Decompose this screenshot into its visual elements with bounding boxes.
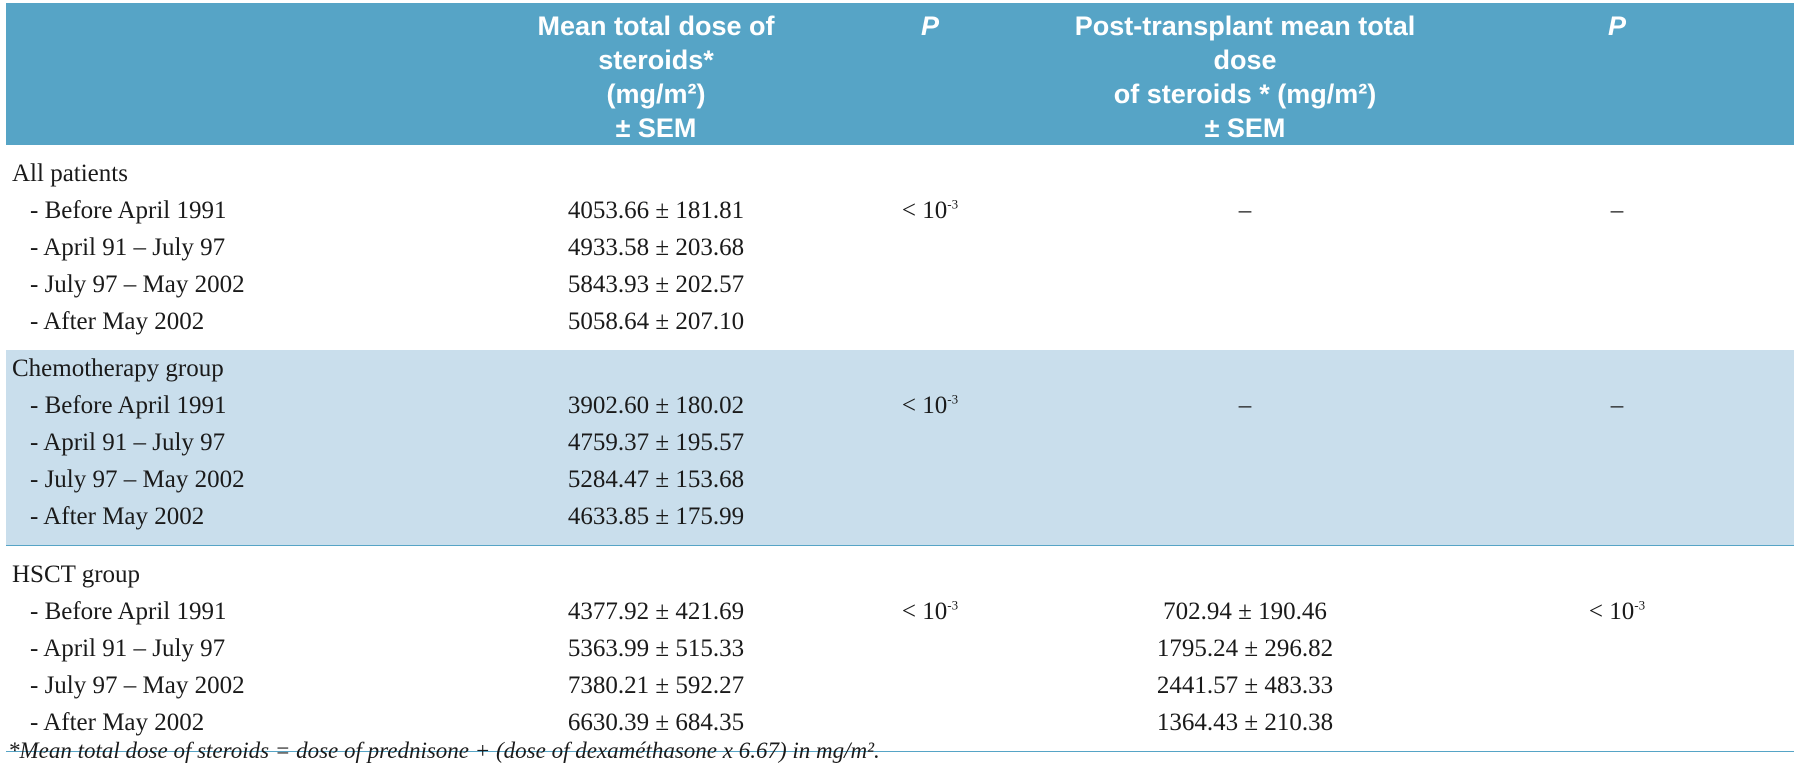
group-title: Chemotherapy group xyxy=(12,355,224,382)
table-row: - Before April 1991 4377.92 ± 421.69 < 1… xyxy=(6,593,1794,630)
p-value-post: – xyxy=(1610,197,1624,224)
steroid-dose-table: Mean total dose of steroids* (mg/m²) ± S… xyxy=(6,3,1794,752)
group-all-patients: All patients - Before April 1991 4053.66… xyxy=(6,145,1794,350)
post-dose-value: – xyxy=(1238,197,1252,224)
row-label: - Before April 1991 xyxy=(30,197,227,224)
mean-dose-value: 5363.99 ± 515.33 xyxy=(567,635,745,662)
row-label: - Before April 1991 xyxy=(30,392,227,419)
header-mean-dose: Mean total dose of steroids* (mg/m²) ± S… xyxy=(537,11,775,143)
mean-dose-value: 6630.39 ± 684.35 xyxy=(567,709,745,736)
row-label: - July 97 – May 2002 xyxy=(30,466,245,493)
mean-dose-value: 4759.37 ± 195.57 xyxy=(567,429,745,456)
row-label: - After May 2002 xyxy=(30,308,205,335)
p-value: < 10-3 xyxy=(901,196,959,224)
p-value-post: – xyxy=(1610,392,1624,419)
header-label xyxy=(6,3,502,145)
table-row: - Before April 1991 3902.60 ± 180.02 < 1… xyxy=(6,387,1794,424)
header-p-value: P xyxy=(920,11,939,41)
mean-dose-value: 4053.66 ± 181.81 xyxy=(567,197,745,224)
row-label: - April 91 – July 97 xyxy=(30,635,226,662)
group-hsct: HSCT group - Before April 1991 4377.92 ±… xyxy=(6,545,1794,752)
p-value-post: < 10-3 xyxy=(1588,597,1646,625)
table-row: HSCT group xyxy=(6,556,1794,593)
mean-dose-value: 3902.60 ± 180.02 xyxy=(567,392,745,419)
row-label: - After May 2002 xyxy=(30,503,205,530)
header-p-value-post: P xyxy=(1607,11,1626,41)
table-row: - April 91 – July 97 4759.37 ± 195.57 xyxy=(6,424,1794,461)
row-label: - July 97 – May 2002 xyxy=(30,672,245,699)
row-label: - April 91 – July 97 xyxy=(30,429,226,456)
post-dose-value: 2441.57 ± 483.33 xyxy=(1156,672,1334,699)
post-dose-value: – xyxy=(1238,392,1252,419)
table-row: - July 97 – May 2002 5843.93 ± 202.57 xyxy=(6,266,1794,303)
mean-dose-value: 7380.21 ± 592.27 xyxy=(567,672,745,699)
table-row: - After May 2002 6630.39 ± 684.35 1364.4… xyxy=(6,704,1794,741)
table-row: - Before April 1991 4053.66 ± 181.81 < 1… xyxy=(6,192,1794,229)
row-label: - July 97 – May 2002 xyxy=(30,271,245,298)
table-row: All patients xyxy=(6,155,1794,192)
mean-dose-value: 4933.58 ± 203.68 xyxy=(567,234,745,261)
group-title: All patients xyxy=(12,160,128,187)
table-row: - After May 2002 4633.85 ± 175.99 xyxy=(6,498,1794,535)
mean-dose-value: 5058.64 ± 207.10 xyxy=(567,308,745,335)
row-label: - After May 2002 xyxy=(30,709,205,736)
row-label: - April 91 – July 97 xyxy=(30,234,226,261)
table-row: - April 91 – July 97 5363.99 ± 515.33 17… xyxy=(6,630,1794,667)
mean-dose-value: 5843.93 ± 202.57 xyxy=(567,271,745,298)
table-row: - July 97 – May 2002 7380.21 ± 592.27 24… xyxy=(6,667,1794,704)
table-row: - After May 2002 5058.64 ± 207.10 xyxy=(6,303,1794,340)
header-post-transplant-dose: Post-transplant mean total dose of stero… xyxy=(1074,11,1416,143)
post-dose-value: 1364.43 ± 210.38 xyxy=(1156,709,1334,736)
mean-dose-value: 5284.47 ± 153.68 xyxy=(567,466,745,493)
mean-dose-value: 4633.85 ± 175.99 xyxy=(567,503,745,530)
table-row: Chemotherapy group xyxy=(6,350,1794,387)
table-header: Mean total dose of steroids* (mg/m²) ± S… xyxy=(6,3,1794,145)
table-row: - April 91 – July 97 4933.58 ± 203.68 xyxy=(6,229,1794,266)
post-dose-value: 1795.24 ± 296.82 xyxy=(1156,635,1334,662)
table-footnote: *Mean total dose of steroids = dose of p… xyxy=(8,738,880,763)
table-row: - July 97 – May 2002 5284.47 ± 153.68 xyxy=(6,461,1794,498)
group-chemotherapy: Chemotherapy group - Before April 1991 3… xyxy=(6,350,1794,546)
row-label: - Before April 1991 xyxy=(30,598,227,625)
group-title: HSCT group xyxy=(12,561,141,588)
mean-dose-value: 4377.92 ± 421.69 xyxy=(567,598,745,625)
p-value: < 10-3 xyxy=(901,391,959,419)
p-value: < 10-3 xyxy=(901,597,959,625)
post-dose-value: 702.94 ± 190.46 xyxy=(1163,598,1327,625)
